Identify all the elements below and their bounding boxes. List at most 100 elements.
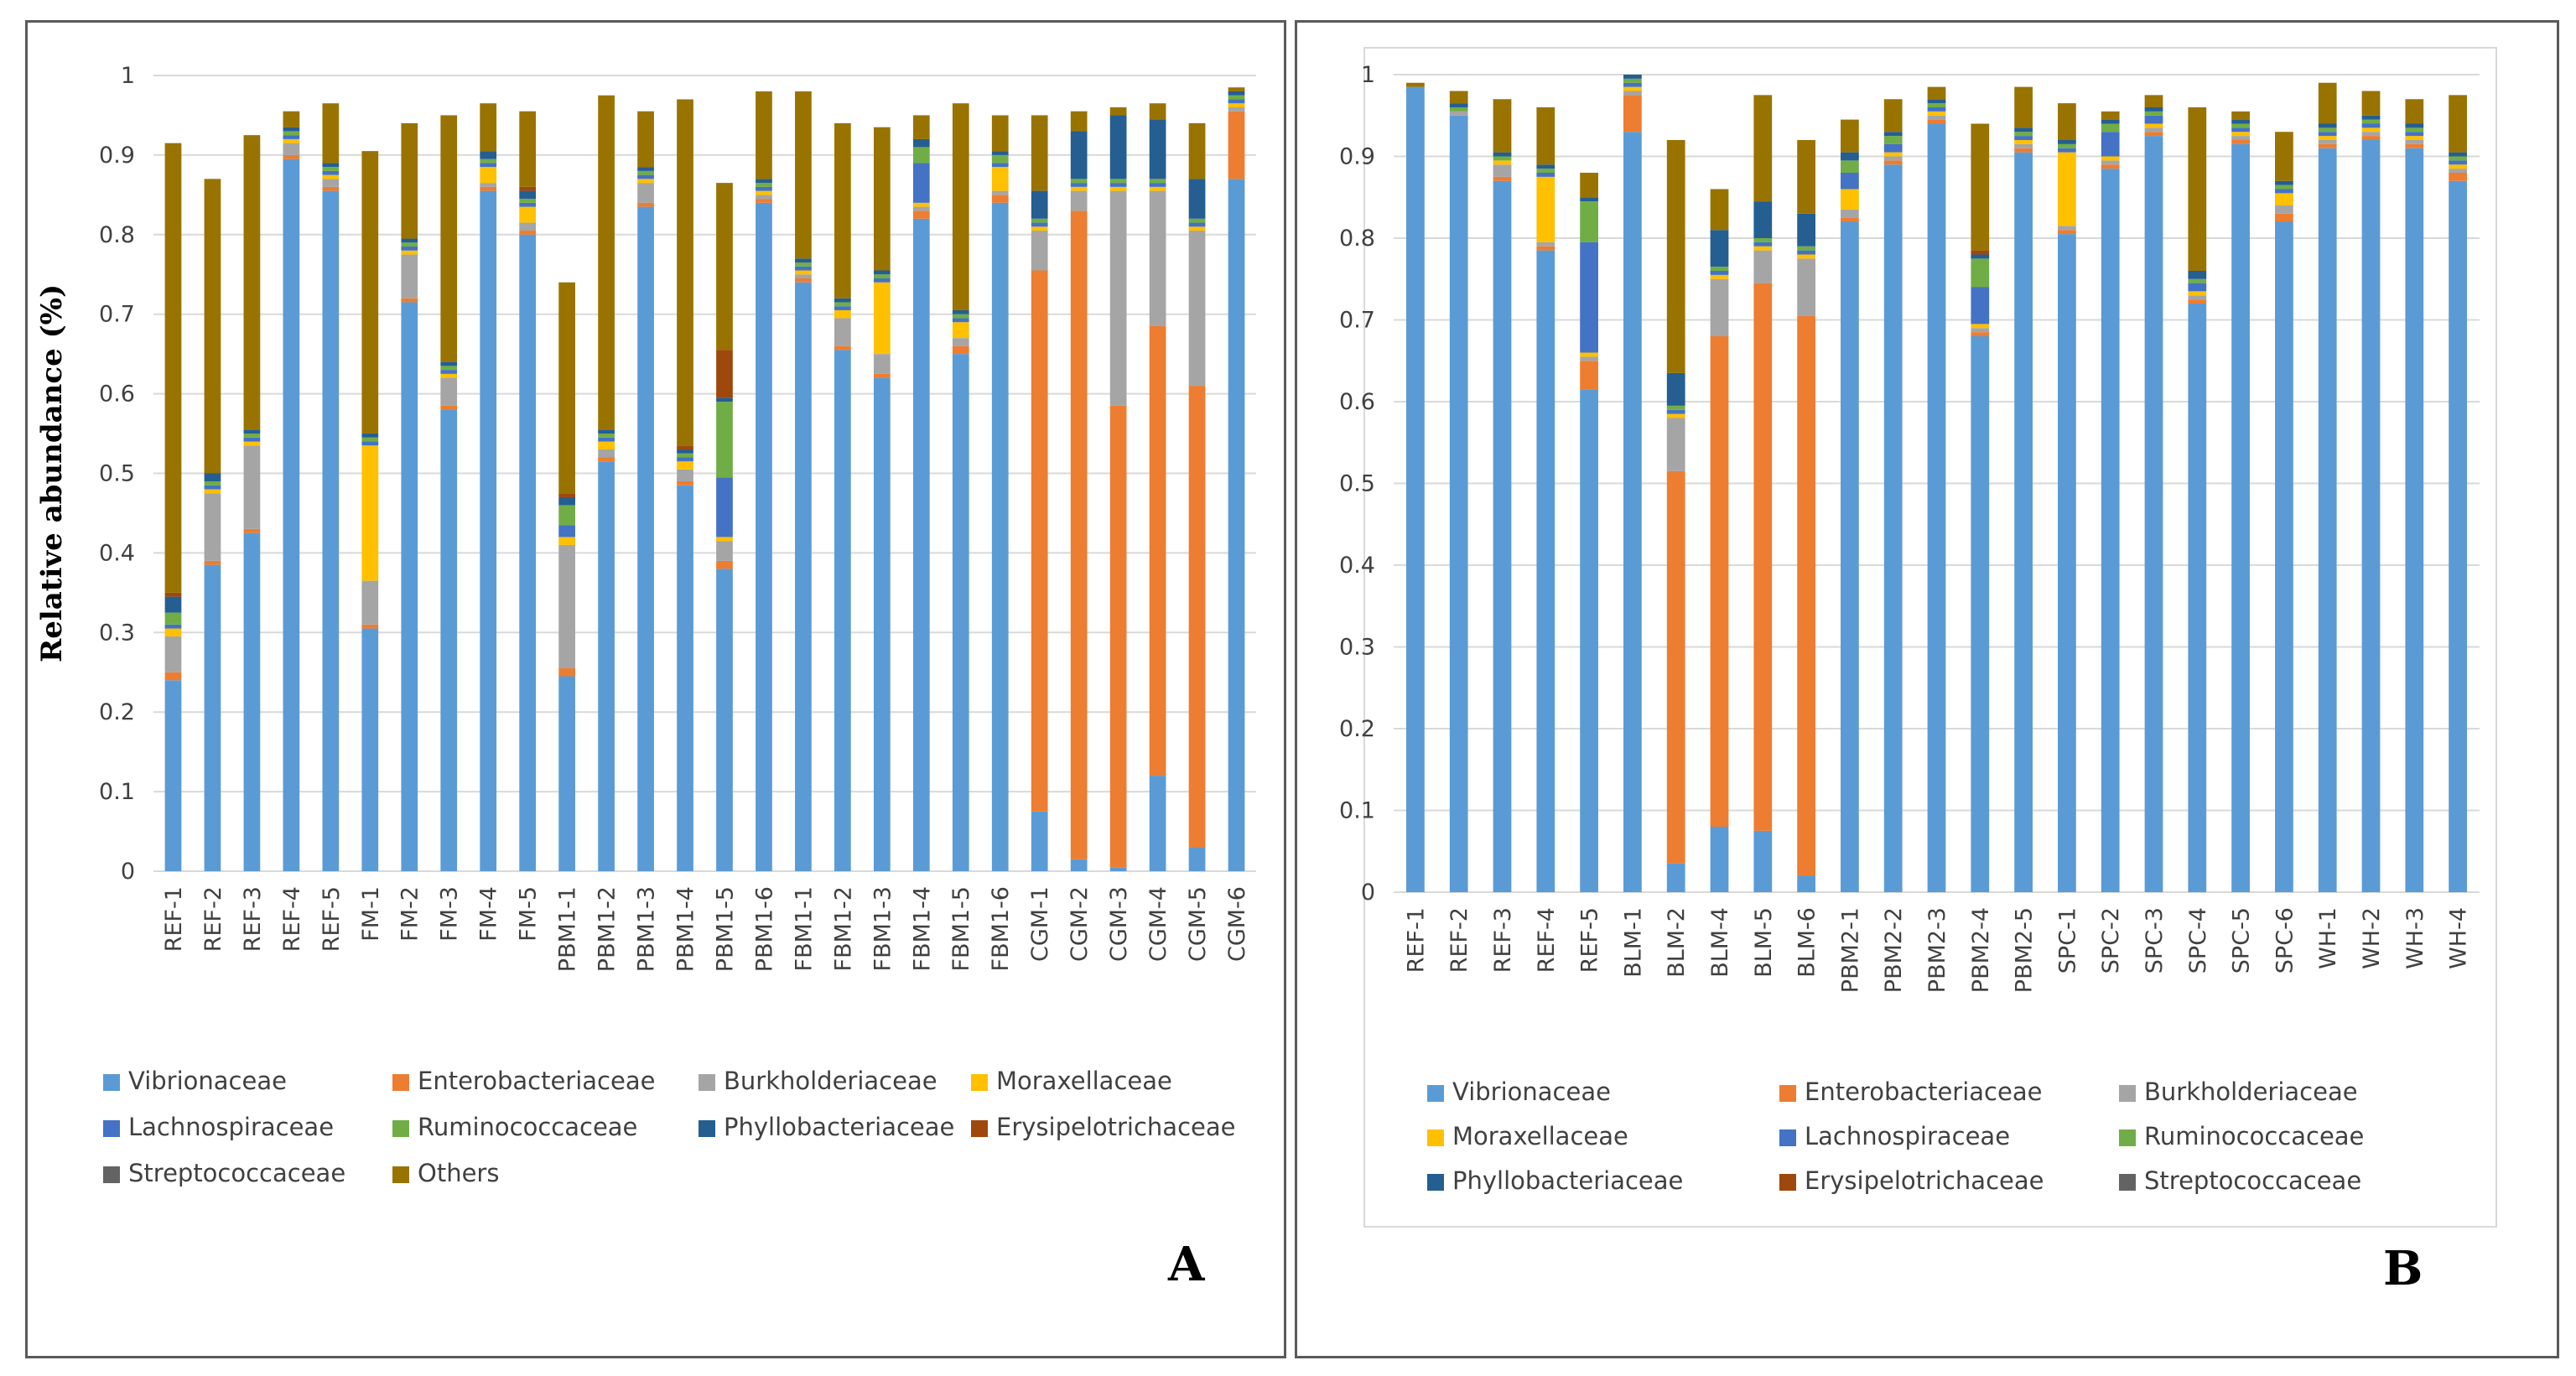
- bar-segment-phyllobacteriaceae: [991, 151, 1009, 155]
- bar-segment-enterobacteriaceae: [677, 480, 693, 485]
- bar-segment-moraxellaceae: [1666, 413, 1685, 418]
- y-tick-label: 0.2: [99, 699, 135, 725]
- bar-segment-enterobacteriaceae: [834, 345, 851, 350]
- bar-segment-enterobacteriaceae: [1149, 325, 1166, 776]
- bar-segment-enterobacteriaceae: [1971, 332, 1990, 336]
- bar-segment-ruminococcaceae: [2318, 127, 2337, 132]
- bar-segment-burkholderiaceae: [480, 183, 497, 187]
- bar-segment-vibrionaceae: [440, 409, 458, 872]
- legend-label-vibrionaceae: Vibrionaceae: [1452, 1077, 1611, 1106]
- bar-segment-erysipelotrichaceae: [677, 445, 693, 450]
- bar-segment-moraxellaceae: [2361, 127, 2381, 132]
- bar-segment-phyllobacteriaceae: [716, 397, 733, 402]
- bar-segment-lachnospiraceae: [1753, 241, 1773, 247]
- bar-segment-moraxellaceae: [440, 373, 458, 378]
- bar-segment-others: [1536, 107, 1555, 165]
- bar-segment-ruminococcaceae: [2188, 278, 2207, 283]
- bar-segment-phyllobacteriaceae: [2275, 180, 2293, 185]
- bar-segment-erysipelotrichaceae: [519, 186, 537, 191]
- bar-segment-others: [401, 122, 418, 239]
- bar-segment-burkholderiaceae: [2188, 295, 2207, 300]
- bar-segment-vibrionaceae: [1623, 132, 1642, 892]
- bar-segment-moraxellaceae: [1623, 86, 1642, 91]
- bar-segment-others: [834, 122, 851, 299]
- x-tick-label: CGM-5: [1185, 886, 1211, 962]
- bar-segment-burkholderiaceae: [2014, 143, 2033, 148]
- bar-segment-burkholderiaceae: [204, 493, 221, 561]
- bar-segment-burkholderiaceae: [716, 541, 733, 561]
- bar-segment-burkholderiaceae: [322, 179, 340, 187]
- bar-segment-burkholderiaceae: [873, 354, 891, 374]
- bar-segment-enterobacteriaceae: [1493, 176, 1512, 181]
- bar-segment-ruminococcaceae: [1536, 169, 1555, 173]
- bar-segment-burkholderiaceae: [2144, 127, 2163, 132]
- x-tick-label: FM-3: [437, 886, 463, 942]
- bar-segment-burkholderiaceae: [1753, 250, 1773, 283]
- bar-segment-others: [2014, 86, 2033, 128]
- bar-segment-others: [952, 103, 969, 310]
- bar-segment-vibrionaceae: [1927, 123, 1946, 892]
- bar-segment-others: [519, 111, 537, 187]
- bar-segment-moraxellaceae: [1188, 226, 1206, 231]
- legend-swatch-moraxellaceae: [971, 1074, 988, 1091]
- bar-segment-enterobacteriaceae: [756, 199, 772, 203]
- bar-segment-phyllobacteriaceae: [1070, 131, 1088, 179]
- plot-area-border: [1363, 47, 2497, 1228]
- bar-segment-lachnospiraceae: [756, 186, 772, 191]
- x-tick-label: FBM1-1: [791, 886, 817, 971]
- bar-segment-others: [2188, 107, 2207, 271]
- bar-segment-others: [1070, 111, 1088, 132]
- x-tick-label: FM-2: [397, 886, 423, 942]
- bar-segment-vibrionaceae: [637, 206, 654, 871]
- legend-label-ruminococcaceae: Ruminococcaceae: [2144, 1122, 2364, 1150]
- bar-segment-others: [1109, 106, 1127, 116]
- bar-segment-lachnospiraceae: [1841, 173, 1859, 190]
- bar-segment-vibrionaceae: [1493, 180, 1512, 892]
- bar-segment-moraxellaceae: [204, 489, 221, 494]
- bar-segment-vibrionaceae: [2058, 234, 2076, 892]
- bar-segment-vibrionaceae: [2014, 152, 2033, 892]
- bar-segment-ruminococcaceae: [1580, 201, 1598, 242]
- bar-segment-phyllobacteriaceae: [2188, 271, 2207, 279]
- bar-segment-enterobacteriaceae: [2188, 299, 2207, 304]
- bar-segment-enterobacteriaceae: [1188, 386, 1206, 848]
- bar-segment-moraxellaceae: [756, 190, 772, 195]
- bar-segment-enterobacteriaceae: [795, 278, 812, 283]
- bar-segment-phyllobacteriaceae: [1623, 75, 1642, 79]
- y-tick-label: 0.1: [99, 779, 135, 805]
- x-tick-label: REF-3: [240, 886, 266, 952]
- bar-segment-ruminococcaceae: [1797, 246, 1815, 251]
- bar-segment-burkholderiaceae: [1623, 91, 1642, 96]
- legend-swatch-phyllobacteriaceae: [699, 1120, 715, 1137]
- bar-segment-burkholderiaceae: [756, 195, 772, 200]
- bar-segment-vibrionaceae: [1228, 179, 1245, 871]
- legend-swatch-enterobacteriaceae: [392, 1074, 409, 1091]
- y-tick-label: 0.7: [1339, 308, 1375, 334]
- bar-segment-burkholderiaceae: [1797, 258, 1815, 316]
- bar-segment-others: [480, 103, 497, 152]
- bar-segment-moraxellaceae: [480, 167, 497, 184]
- bar-segment-moraxellaceae: [2014, 140, 2033, 144]
- bar-segment-moraxellaceae: [2318, 136, 2337, 140]
- bar-segment-moraxellaceae: [1753, 246, 1773, 251]
- bar-segment-burkholderiaceae: [1666, 418, 1685, 471]
- bar-segment-lachnospiraceae: [1149, 183, 1166, 187]
- bar-segment-moraxellaceae: [2144, 123, 2163, 128]
- bar-segment-others: [1971, 123, 1990, 251]
- bar-segment-lachnospiraceae: [204, 485, 221, 490]
- bar-segment-others: [912, 115, 930, 139]
- bar-segment-others: [2361, 91, 2381, 116]
- bar-segment-others: [2405, 99, 2424, 124]
- legend-label-phyllobacteriaceae: Phyllobacteriaceae: [1452, 1166, 1683, 1195]
- bar-segment-moraxellaceae: [2405, 136, 2424, 140]
- bar-segment-burkholderiaceae: [2101, 160, 2120, 165]
- bar-segment-vibrionaceae: [1710, 827, 1729, 892]
- legend-label-moraxellaceae: Moraxellaceae: [1452, 1122, 1628, 1150]
- bar-segment-phyllobacteriaceae: [2405, 123, 2424, 128]
- x-tick-label: FBM1-3: [870, 886, 896, 971]
- legend-label-vibrionaceae: Vibrionaceae: [128, 1067, 287, 1095]
- bar-segment-moraxellaceae: [1883, 152, 1903, 157]
- x-tick-label: PBM1-2: [595, 886, 621, 972]
- bar-segment-lachnospiraceae: [1971, 287, 1990, 325]
- bar-segment-ruminococcaceae: [1188, 218, 1206, 223]
